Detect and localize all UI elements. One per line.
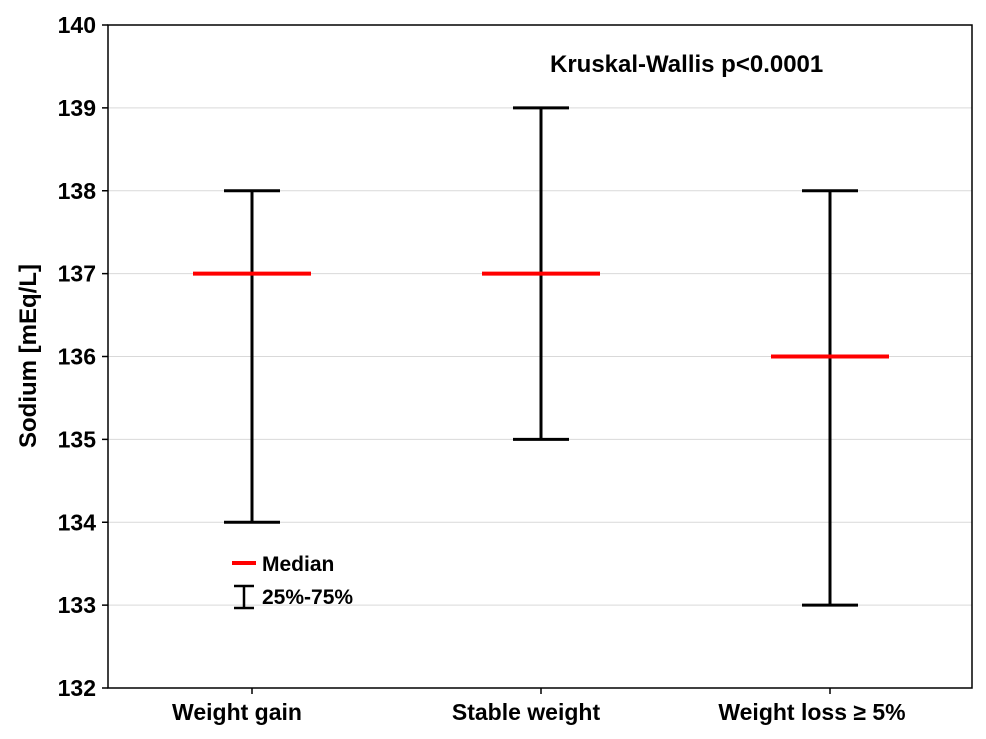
y-axis-label: Sodium [mEq/L]	[15, 264, 42, 448]
y-tick-label-132: 132	[58, 675, 96, 701]
y-tick-label-134: 134	[58, 509, 97, 535]
legend-range-label: 25%-75%	[262, 586, 353, 609]
y-tick-label-138: 138	[58, 178, 97, 204]
range-group-3	[771, 189, 889, 607]
y-tick-label-133: 133	[58, 592, 96, 618]
kruskal-wallis-annotation: Kruskal-Wallis p<0.0001	[550, 51, 823, 78]
y-tick-label-135: 135	[58, 426, 97, 452]
y-tick-label-139: 139	[58, 95, 96, 121]
y-tick-label-136: 136	[58, 344, 96, 370]
legend: Median 25%-75%	[232, 553, 353, 610]
y-tick-label-140: 140	[58, 12, 96, 38]
legend-median-label: Median	[262, 553, 334, 576]
range-group-1	[193, 189, 311, 524]
series	[193, 106, 889, 607]
category-label-2: Stable weight	[452, 699, 601, 725]
y-axis-ticks: 132 133 134 135 136 137 138 139 140	[58, 12, 108, 701]
y-tick-label-137: 137	[58, 261, 96, 287]
x-axis-categories: Weight gain Stable weight Weight loss ≥ 5%	[172, 688, 906, 725]
legend-range-swatch	[234, 584, 254, 610]
category-label-1: Weight gain	[172, 699, 302, 725]
range-group-2	[482, 106, 600, 441]
category-label-3: Weight loss ≥ 5%	[718, 699, 905, 725]
